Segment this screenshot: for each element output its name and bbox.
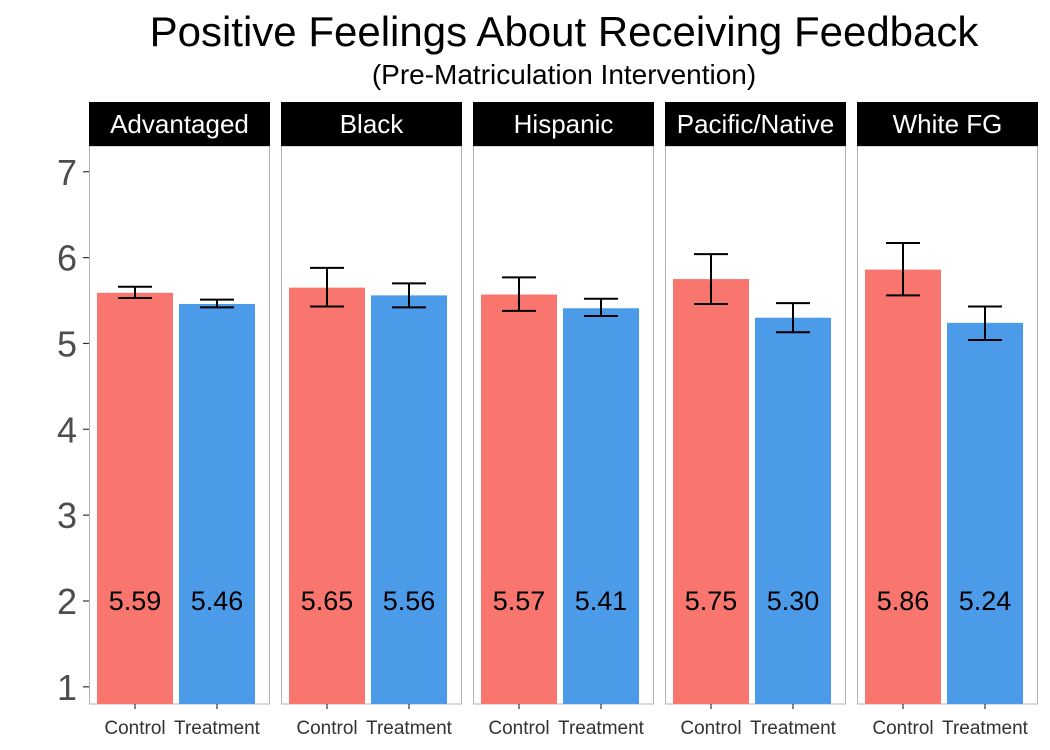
bar-value-label: 5.57 — [493, 586, 546, 616]
x-tick-label: Treatment — [366, 718, 453, 739]
facet-strip-label: Advantaged — [110, 109, 249, 139]
facet-strip — [89, 102, 270, 146]
facet-strip-label: White FG — [893, 109, 1003, 139]
facet-strip-label: Pacific/Native — [677, 109, 835, 139]
y-axis: 1 2 3 4 5 6 7 — [57, 152, 89, 708]
y-tick-label: 4 — [57, 409, 77, 450]
bar-value-label: 5.59 — [109, 586, 162, 616]
y-tick-label: 1 — [57, 667, 77, 708]
bar-value-label: 5.30 — [767, 586, 820, 616]
bar-value-label: 5.46 — [191, 586, 244, 616]
y-tick-label: 2 — [57, 581, 77, 622]
bar-value-label: 5.56 — [383, 586, 436, 616]
y-tick-label: 3 — [57, 495, 77, 536]
facet-panel: White FG 5.86 Control 5.24 Treatment — [857, 102, 1038, 739]
x-tick-label: Control — [872, 718, 933, 739]
bar-control — [97, 292, 173, 704]
x-tick-label: Treatment — [174, 718, 261, 739]
bar-treatment — [755, 317, 831, 704]
x-tick-label: Control — [488, 718, 549, 739]
bar-treatment — [947, 322, 1023, 704]
bar-control — [481, 294, 557, 704]
y-tick-label: 5 — [57, 323, 77, 364]
facet-panel: Black 5.65 Control 5.56 Treatment — [281, 102, 462, 739]
x-tick-label: Control — [296, 718, 357, 739]
facet-strip-label: Black — [340, 109, 405, 139]
bar-value-label: 5.75 — [685, 586, 738, 616]
x-tick-label: Treatment — [558, 718, 645, 739]
bar-control — [289, 287, 365, 704]
facet-strip-label: Hispanic — [514, 109, 614, 139]
facet-strip — [473, 102, 654, 146]
bar-value-label: 5.86 — [877, 586, 930, 616]
facet-panels: Advantaged 5.59 Control 5.46 Treatment Black 5… — [89, 102, 1038, 739]
bar-control — [673, 279, 749, 704]
x-tick-label: Treatment — [750, 718, 837, 739]
bar-value-label: 5.65 — [301, 586, 354, 616]
chart-title: Positive Feelings About Receiving Feedba… — [150, 8, 980, 55]
bar-treatment — [371, 295, 447, 704]
bar-value-label: 5.24 — [959, 586, 1012, 616]
bar-treatment — [179, 303, 255, 704]
bar-value-label: 5.41 — [575, 586, 628, 616]
chart-subtitle: (Pre-Matriculation Intervention) — [372, 59, 756, 90]
bar-control — [865, 269, 941, 704]
x-tick-label: Treatment — [942, 718, 1029, 739]
y-tick-label: 6 — [57, 238, 77, 279]
facet-panel: Hispanic 5.57 Control 5.41 Treatment — [473, 102, 654, 739]
x-tick-label: Control — [104, 718, 165, 739]
facet-panel: Advantaged 5.59 Control 5.46 Treatment — [89, 102, 270, 739]
facet-strip — [857, 102, 1038, 146]
facet-strip — [281, 102, 462, 146]
y-tick-label: 7 — [57, 152, 77, 193]
facet-panel: Pacific/Native 5.75 Control 5.30 Treatment — [665, 102, 846, 739]
bar-treatment — [563, 308, 639, 704]
x-tick-label: Control — [680, 718, 741, 739]
facet-strip — [665, 102, 846, 146]
